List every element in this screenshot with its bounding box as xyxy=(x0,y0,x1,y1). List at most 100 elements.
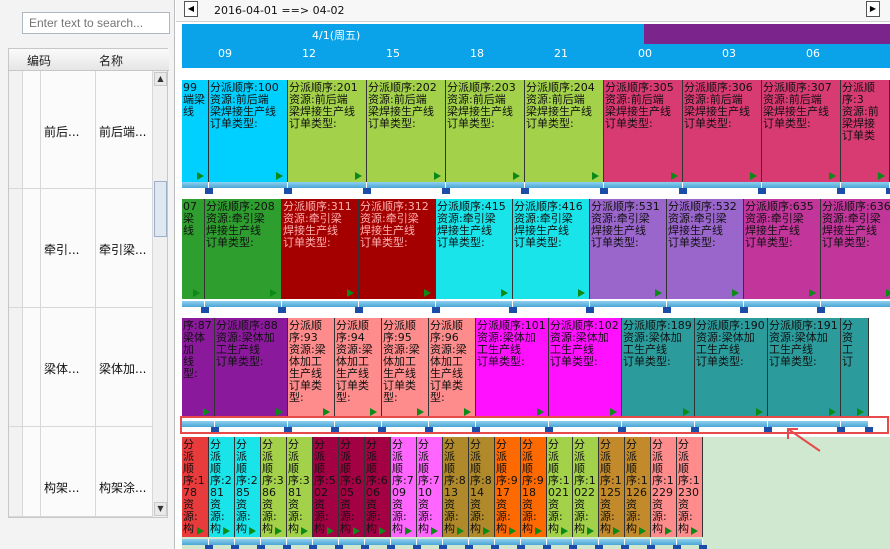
task-block[interactable]: 分 派 顺 序:1 021 资 源: 构 xyxy=(547,437,573,537)
task-block[interactable]: 分派顺 序:95 资源:梁 体加工 生产线 订单类 型: xyxy=(382,318,429,418)
milestone-marker[interactable] xyxy=(865,427,873,433)
task-block[interactable]: 分派顺序:311 资源:牵引梁 焊接生产线 订单类型: xyxy=(282,199,359,299)
task-block[interactable]: 分派顺序:3 资源:前 梁焊接 订单类 xyxy=(841,80,890,182)
task-block[interactable]: 分派顺序:305 资源:前后端 梁焊接生产线 订单类型: xyxy=(604,80,683,182)
task-block[interactable]: 分派顺序:202 资源:前后端 梁焊接生产线 订单类型: xyxy=(367,80,446,182)
task-block[interactable]: 分派顺序:204 资源:前后端 梁焊接生产线 订单类型: xyxy=(525,80,604,182)
milestone-marker[interactable] xyxy=(764,427,772,433)
milestone-marker[interactable] xyxy=(837,427,845,433)
task-block[interactable]: 分 派 顺 序:1 022 资 源: 构 xyxy=(573,437,599,537)
milestone-marker[interactable] xyxy=(284,188,292,194)
milestone-marker[interactable] xyxy=(413,545,421,549)
milestone-marker[interactable] xyxy=(472,427,480,433)
milestone-marker[interactable] xyxy=(257,545,265,549)
task-block[interactable]: 分 派 顺 序:3 86 资 源: 构 xyxy=(261,437,287,537)
task-block[interactable]: 分派顺序:100 资源:前后端 梁焊接生产线 订单类型: xyxy=(209,80,288,182)
task-block[interactable]: 分派顺序:531 资源:牵引梁 焊接生产线 订单类型: xyxy=(590,199,667,299)
task-block[interactable]: 分 派 顺 序:1 126 资 源: 构 xyxy=(625,437,651,537)
milestone-marker[interactable] xyxy=(837,188,845,194)
grid-scrollbar[interactable]: ▲ ▼ xyxy=(152,71,167,517)
task-block[interactable]: 分 派 顺 序:1 229 资 源: 构 xyxy=(651,437,677,537)
milestone-marker[interactable] xyxy=(517,545,525,549)
task-block[interactable]: 分派顺 序:93 资源:梁 体加工 生产线 订单类 型: xyxy=(288,318,335,418)
milestone-marker[interactable] xyxy=(569,545,577,549)
milestone-marker[interactable] xyxy=(283,545,291,549)
task-block[interactable]: 分派顺 序:94 资源:梁 体加工 生产线 订单类 型: xyxy=(335,318,382,418)
task-block[interactable]: 分 派 顺 序:8 13 资 源: 构 xyxy=(443,437,469,537)
table-row[interactable]: 构架... 构架涂... xyxy=(9,427,159,517)
next-day-button[interactable]: ▶ xyxy=(866,1,880,17)
milestone-marker[interactable] xyxy=(740,307,748,313)
task-block[interactable]: 分派顺序:415 资源:牵引梁 焊接生产线 订单类型: xyxy=(436,199,513,299)
milestone-marker[interactable] xyxy=(618,427,626,433)
milestone-marker[interactable] xyxy=(425,427,433,433)
task-block[interactable]: 分派顺序:635 资源:牵引梁 焊接生产线 订单类型: xyxy=(744,199,821,299)
scroll-thumb[interactable] xyxy=(154,181,167,237)
milestone-marker[interactable] xyxy=(205,188,213,194)
milestone-marker[interactable] xyxy=(595,545,603,549)
milestone-marker[interactable] xyxy=(442,188,450,194)
task-block[interactable]: 序:87 梁体加 线 型: xyxy=(182,318,215,418)
milestone-marker[interactable] xyxy=(335,545,343,549)
task-block[interactable]: 07 梁 线 xyxy=(182,199,205,299)
milestone-marker[interactable] xyxy=(543,545,551,549)
milestone-marker[interactable] xyxy=(817,307,825,313)
milestone-marker[interactable] xyxy=(545,427,553,433)
milestone-marker[interactable] xyxy=(201,307,209,313)
milestone-marker[interactable] xyxy=(439,545,447,549)
milestone-marker[interactable] xyxy=(679,188,687,194)
task-block[interactable]: 分 派 顺 序:2 81 资 源: 构 xyxy=(209,437,235,537)
task-block[interactable]: 分 派 顺 序:2 85 资 源: 构 xyxy=(235,437,261,537)
task-block[interactable]: 分 派 顺 序:1 78 资 源: 构 xyxy=(182,437,209,537)
milestone-marker[interactable] xyxy=(331,427,339,433)
task-block[interactable]: 分 派 顺 序:1 125 资 源: 构 xyxy=(599,437,625,537)
search-input[interactable] xyxy=(22,12,170,34)
task-block[interactable]: 分派顺序:312 资源:牵引梁 焊接生产线 订单类型: xyxy=(359,199,436,299)
task-block[interactable]: 分派顺序:88 资源:梁体加 工生产线 订单类型: xyxy=(215,318,288,418)
task-block[interactable]: 分派顺 序:96 资源:梁 体加工 生产线 订单类 型: xyxy=(429,318,476,418)
task-block[interactable]: 分 派 顺 序:7 09 资 源: 构 xyxy=(391,437,417,537)
milestone-marker[interactable] xyxy=(231,545,239,549)
milestone-marker[interactable] xyxy=(621,545,629,549)
prev-day-button[interactable]: ◀ xyxy=(184,1,198,17)
milestone-marker[interactable] xyxy=(691,427,699,433)
task-block[interactable]: 分派顺序:203 资源:前后端 梁焊接生产线 订单类型: xyxy=(446,80,525,182)
task-block[interactable]: 分 派 顺 序:6 06 资 源: 构 xyxy=(365,437,391,537)
milestone-marker[interactable] xyxy=(663,307,671,313)
task-block[interactable]: 分 资 工 订 xyxy=(841,318,869,418)
scroll-down-icon[interactable]: ▼ xyxy=(154,502,167,516)
task-block[interactable]: 分派顺序:189 资源:梁体加 工生产线 订单类型: xyxy=(622,318,695,418)
milestone-marker[interactable] xyxy=(758,188,766,194)
task-block[interactable]: 分 派 顺 序:5 02 资 源: 构 xyxy=(313,437,339,537)
task-block[interactable]: 分 派 顺 序:8 14 资 源: 构 xyxy=(469,437,495,537)
table-row[interactable]: 梁体... 梁体加... xyxy=(9,308,159,427)
task-block[interactable]: 分 派 顺 序:7 10 资 源: 构 xyxy=(417,437,443,537)
task-block[interactable]: 分 派 顺 序:9 17 资 源: 构 xyxy=(495,437,521,537)
milestone-marker[interactable] xyxy=(278,307,286,313)
task-block[interactable]: 分派顺序:636 资源:牵引梁 焊接生产线 订单类型: xyxy=(821,199,890,299)
milestone-marker[interactable] xyxy=(205,545,213,549)
task-block[interactable]: 分派顺序:102 资源:梁体加 工生产线 订单类型: xyxy=(549,318,622,418)
milestone-marker[interactable] xyxy=(521,188,529,194)
milestone-marker[interactable] xyxy=(600,188,608,194)
task-block[interactable]: 分派顺序:101 资源:梁体加 工生产线 订单类型: xyxy=(476,318,549,418)
task-block[interactable]: 分派顺序:307 资源:前后端 梁焊接生产线 订单类型: xyxy=(762,80,841,182)
task-block[interactable]: 分派顺序:191 资源:梁体加 工生产线 订单类型: xyxy=(768,318,841,418)
milestone-marker[interactable] xyxy=(378,427,386,433)
task-block[interactable]: 分 派 顺 序:3 81 资 源: 构 xyxy=(287,437,313,537)
task-block[interactable]: 分派顺序:416 资源:牵引梁 焊接生产线 订单类型: xyxy=(513,199,590,299)
milestone-marker[interactable] xyxy=(211,427,219,433)
task-block[interactable]: 分派顺序:190 资源:梁体加 工生产线 订单类型: xyxy=(695,318,768,418)
milestone-marker[interactable] xyxy=(886,188,890,194)
milestone-marker[interactable] xyxy=(361,545,369,549)
task-block[interactable]: 分 派 顺 序:1 230 资 源: 构 xyxy=(677,437,703,537)
milestone-marker[interactable] xyxy=(355,307,363,313)
code-column-header[interactable]: 编码 xyxy=(27,54,52,68)
milestone-marker[interactable] xyxy=(309,545,317,549)
name-column-header[interactable]: 名称 xyxy=(99,54,124,68)
task-block[interactable]: 分派顺序:201 资源:前后端 梁焊接生产线 订单类型: xyxy=(288,80,367,182)
milestone-marker[interactable] xyxy=(586,307,594,313)
milestone-marker[interactable] xyxy=(284,427,292,433)
milestone-marker[interactable] xyxy=(465,545,473,549)
milestone-marker[interactable] xyxy=(673,545,681,549)
